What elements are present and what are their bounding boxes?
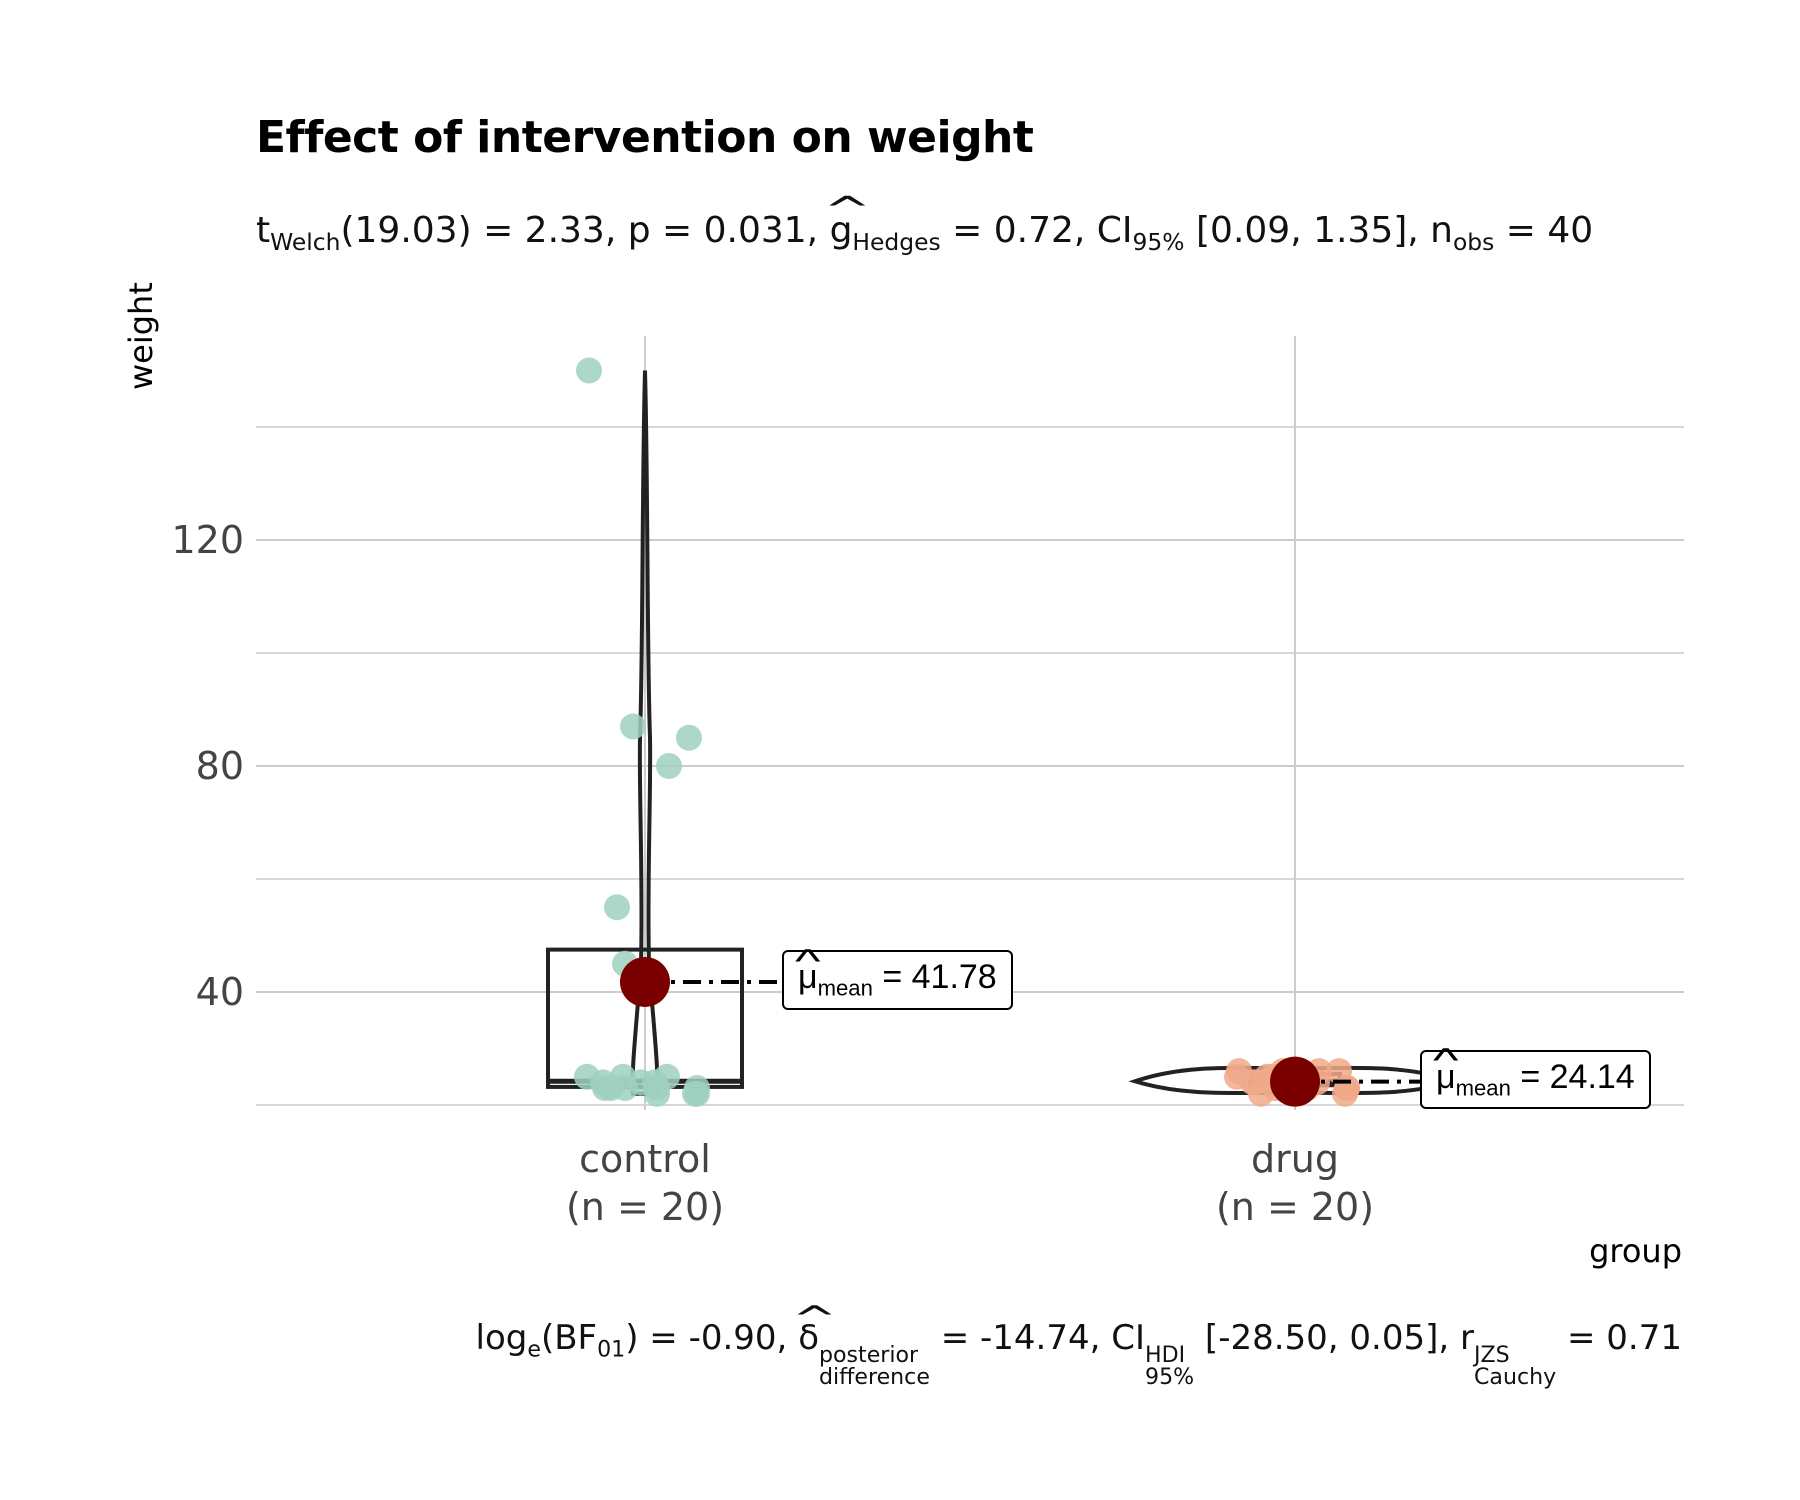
point-control: [682, 1080, 708, 1107]
point-control: [604, 894, 630, 921]
point-drug: [1332, 1080, 1358, 1107]
y-axis-label: weight: [122, 282, 160, 390]
chart-caption: loge(BF01) = -0.90, δposteriordifference…: [476, 1318, 1683, 1388]
y-tick-label: 40: [196, 970, 244, 1014]
mean-dot-drug: [1270, 1056, 1320, 1107]
x-tick-sublabel: (n = 20): [1216, 1185, 1374, 1229]
mean-label-control: μmean = 41.78: [782, 949, 1013, 1010]
point-control: [576, 357, 602, 384]
y-tick-label: 80: [196, 744, 244, 788]
y-tick-label: 120: [171, 518, 244, 562]
mean-label-drug: μmean = 24.14: [1420, 1049, 1651, 1110]
point-control: [620, 713, 646, 740]
x-tick-sublabel: (n = 20): [566, 1185, 724, 1229]
point-control: [656, 753, 682, 779]
means: [620, 956, 1420, 1107]
mean-dot-control: [620, 956, 670, 1007]
x-axis-label: group: [1589, 1232, 1682, 1270]
chart-subtitle: tWelch(19.03) = 2.33, p = 0.031, gHedges…: [256, 210, 1593, 256]
x-tick-label: drug: [1251, 1137, 1339, 1181]
point-drug: [1248, 1080, 1274, 1107]
chart-title: Effect of intervention on weight: [256, 112, 1034, 163]
point-control: [598, 1075, 624, 1102]
x-tick-label: control: [579, 1137, 711, 1181]
violins: [630, 370, 1462, 1096]
grid: [256, 336, 1684, 1110]
point-control: [644, 1080, 670, 1107]
point-control: [676, 724, 702, 751]
